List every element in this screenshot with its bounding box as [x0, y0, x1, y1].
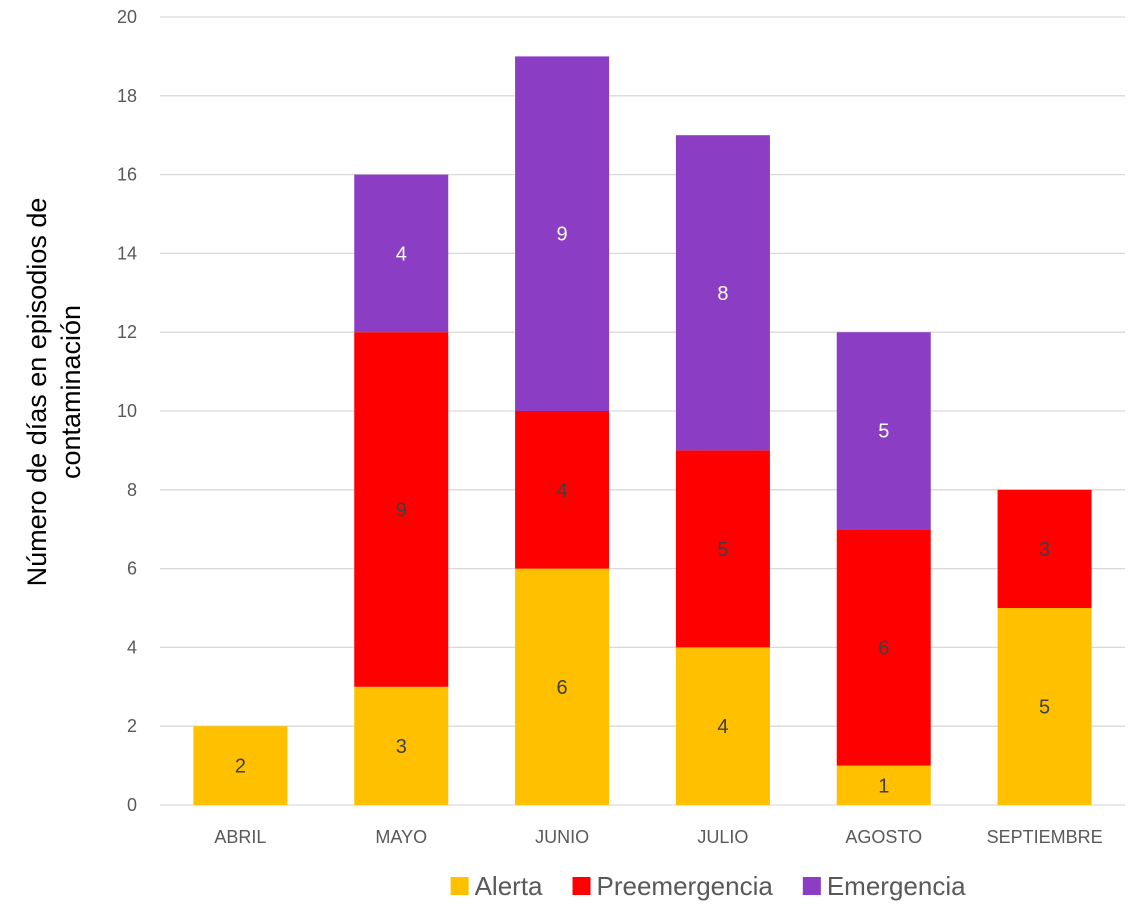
legend-swatch-preemergencia — [572, 877, 591, 895]
gridlines — [160, 16, 1125, 806]
bar-preemergencia-septiembre — [997, 489, 1092, 608]
bar-preemergencia-julio — [675, 450, 770, 648]
y-tick-label-2: 2 — [127, 716, 137, 736]
legend-label-emergencia: Emergencia — [827, 871, 966, 901]
x-axis-categories: ABRIL MAYO JUNIO JULIO AGOSTO SEPTIEMBRE — [214, 827, 1102, 847]
data-label-alerta-junio: 6 — [557, 677, 568, 699]
legend-swatch-emergencia — [802, 877, 821, 895]
legend: Alerta Preemergencia Emergencia — [450, 871, 966, 901]
data-labels: 2 3 9 4 6 4 9 4 5 8 1 6 5 5 3 — [235, 224, 1050, 798]
legend-swatch-alerta — [450, 877, 469, 895]
bar-alerta-julio — [675, 647, 770, 805]
y-tick-label-18: 18 — [117, 86, 137, 106]
bar-alerta-junio — [515, 568, 610, 805]
data-label-alerta-mayo: 3 — [396, 736, 407, 758]
x-category-label-junio: JUNIO — [535, 827, 589, 847]
bar-preemergencia-agosto — [836, 529, 931, 766]
data-label-emergencia-agosto: 5 — [878, 421, 889, 443]
x-category-label-septiembre: SEPTIEMBRE — [987, 827, 1103, 847]
y-tick-label-14: 14 — [117, 243, 137, 263]
y-tick-label-0: 0 — [127, 795, 137, 815]
y-axis-title-line-1: Número de días en episodios de — [22, 198, 52, 587]
data-label-preemergencia-mayo: 9 — [396, 500, 407, 522]
data-label-alerta-abril: 2 — [235, 756, 246, 778]
data-label-preemergencia-junio: 4 — [557, 480, 568, 502]
bar-alerta-mayo — [354, 686, 449, 805]
y-axis-title-line-2: contaminación — [56, 305, 86, 479]
x-category-label-agosto: AGOSTO — [845, 827, 922, 847]
bar-preemergencia-mayo — [354, 332, 449, 687]
bars — [193, 56, 1092, 805]
bar-emergencia-junio — [515, 56, 610, 412]
data-label-emergencia-junio: 9 — [557, 224, 568, 246]
y-tick-label-10: 10 — [117, 401, 137, 421]
y-tick-label-8: 8 — [127, 480, 137, 500]
y-tick-label-6: 6 — [127, 559, 137, 579]
bar-alerta-septiembre — [997, 608, 1092, 805]
data-label-preemergencia-septiembre: 3 — [1039, 539, 1050, 561]
y-axis-ticks: 0 2 4 6 8 10 12 14 16 18 20 — [117, 7, 137, 815]
legend-label-alerta: Alerta — [475, 871, 543, 901]
y-tick-label-20: 20 — [117, 7, 137, 27]
bar-emergencia-mayo — [354, 174, 449, 333]
bar-emergencia-julio — [675, 135, 770, 451]
y-tick-label-4: 4 — [127, 637, 137, 657]
x-category-label-julio: JULIO — [697, 827, 748, 847]
y-tick-label-12: 12 — [117, 322, 137, 342]
bar-alerta-abril — [193, 726, 288, 805]
data-label-alerta-julio: 4 — [717, 716, 728, 738]
data-label-emergencia-mayo: 4 — [396, 243, 407, 265]
y-axis-title: Número de días en episodios de contamina… — [22, 198, 86, 587]
legend-label-preemergencia: Preemergencia — [597, 871, 774, 901]
x-category-label-abril: ABRIL — [214, 827, 266, 847]
bar-alerta-agosto — [836, 765, 931, 805]
bar-preemergencia-junio — [515, 411, 610, 569]
y-tick-label-16: 16 — [117, 165, 137, 185]
data-label-preemergencia-agosto: 6 — [878, 637, 889, 659]
data-label-alerta-septiembre: 5 — [1039, 697, 1050, 719]
data-label-alerta-agosto: 1 — [878, 775, 889, 797]
data-label-preemergencia-julio: 5 — [717, 539, 728, 561]
bar-emergencia-agosto — [836, 332, 931, 530]
x-category-label-mayo: MAYO — [375, 827, 427, 847]
data-label-emergencia-julio: 8 — [717, 283, 728, 305]
